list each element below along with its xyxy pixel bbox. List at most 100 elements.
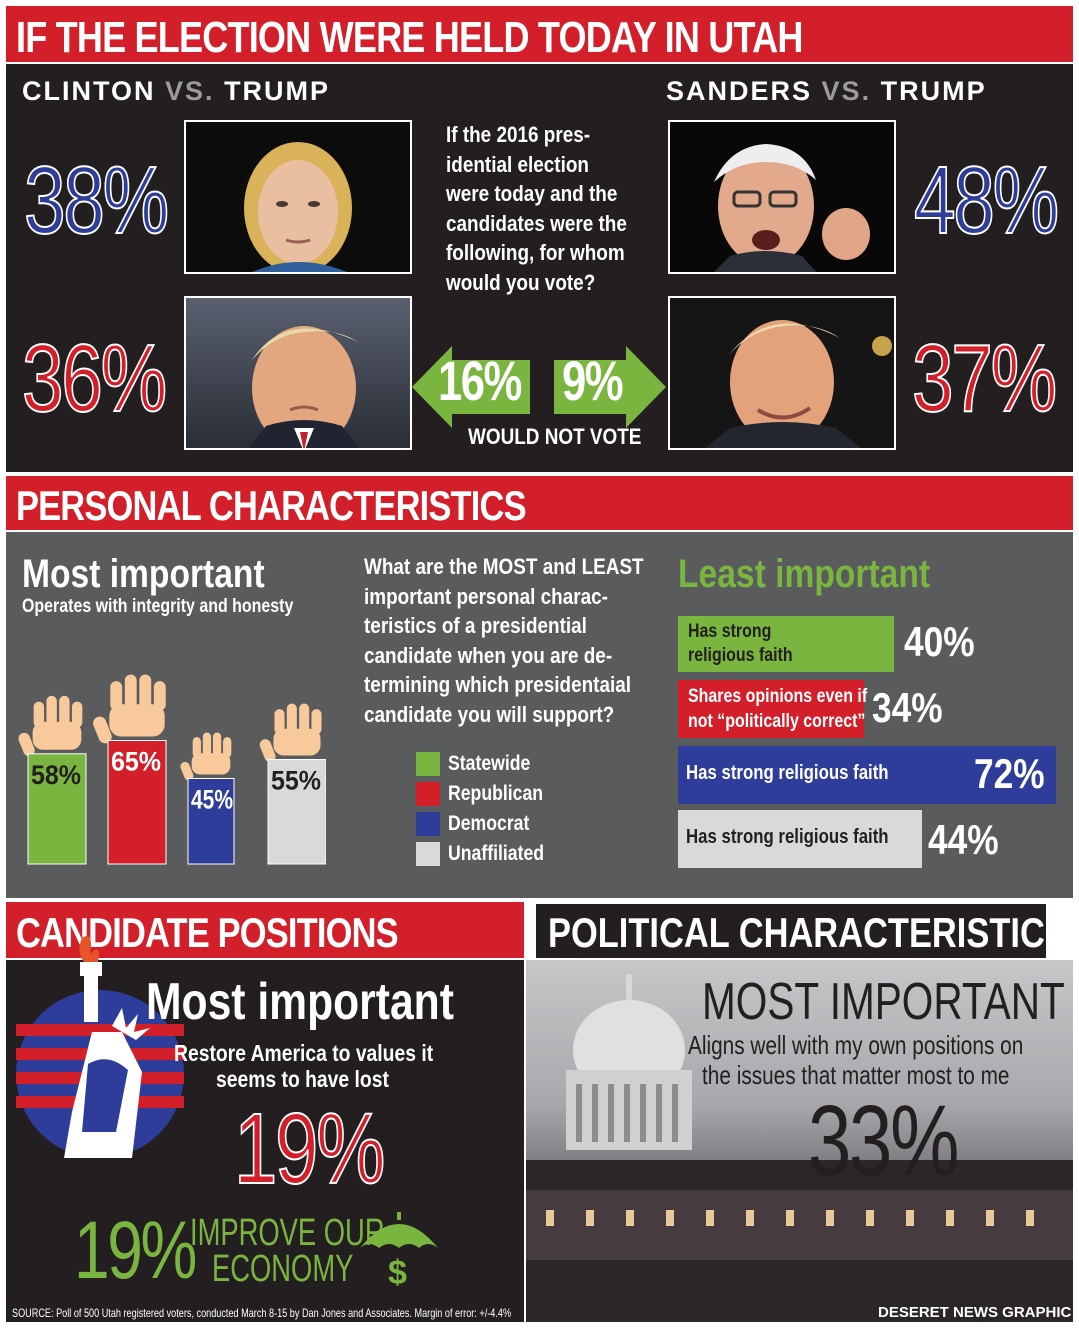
bar-value-label: 65%	[111, 747, 161, 777]
least-bar-label: Has strong religious faith	[686, 762, 889, 784]
question-line: candidate when you are de-	[364, 642, 613, 668]
legend-label: Democrat	[448, 812, 530, 835]
source-note: SOURCE: Poll of 500 Utah registered vote…	[12, 1306, 512, 1320]
question-line: teristics of a presidential	[364, 613, 587, 638]
political-percent: 33%	[808, 1085, 959, 1197]
question-line: were today and the	[446, 181, 618, 206]
sanders-percent: 48%	[913, 146, 1060, 255]
left-matchup-title: CLINTON VS. TRUMP	[22, 76, 330, 107]
would-not-vote-label: WOULD NOT VOTE	[468, 424, 642, 449]
question-line: What are the MOST and LEAST	[364, 554, 644, 579]
political-most-title: MOST IMPORTANT	[702, 973, 1065, 1031]
section4-banner: POLITICAL CHARACTERISTIC	[526, 902, 1073, 958]
statue-of-liberty-icon	[16, 936, 184, 1158]
right-matchup-title: SANDERS VS. TRUMP	[666, 76, 987, 107]
section2-panel: Most important Operates with integrity a…	[6, 532, 1073, 898]
bar-democrat	[187, 778, 235, 865]
legend-label: Republican	[448, 782, 544, 805]
question-line: candidates were the	[446, 210, 627, 236]
least-bar-label-line: Shares opinions even if	[688, 686, 868, 707]
would-not-vote-left-arrow	[412, 346, 530, 428]
least-bar-3-value: 72%	[974, 750, 1045, 797]
section4-bar	[536, 904, 1046, 958]
right-candidate-a: SANDERS	[666, 76, 813, 106]
bar-value-label: 58%	[31, 760, 81, 790]
umbrella-dollar-icon: $	[360, 1212, 438, 1286]
question-line: idential election	[446, 151, 589, 177]
economy-percent: 19%	[74, 1205, 197, 1296]
clinton-percent: 38%	[23, 146, 170, 255]
hand-icon	[180, 732, 232, 781]
section1-question: If the 2016 pres- idential election were…	[446, 120, 627, 297]
question-line: following, for whom	[446, 240, 625, 265]
least-bar-1-value: 40%	[904, 618, 975, 665]
legend-swatch	[416, 812, 440, 836]
hand-icon	[259, 703, 322, 762]
right-candidate-b: TRUMP	[880, 76, 987, 106]
least-bar-label-line: Has strong	[688, 621, 772, 642]
question-line: important personal charac-	[364, 583, 608, 609]
would-not-vote-right-arrow	[554, 346, 666, 428]
right-vs: VS.	[821, 76, 872, 106]
section1-title: IF THE ELECTION WERE HELD TODAY IN UTAH	[16, 13, 803, 62]
legend-label: Unaffiliated	[448, 842, 545, 865]
would-not-vote-right-percent: 9%	[562, 349, 624, 412]
section1-banner: IF THE ELECTION WERE HELD TODAY IN UTAH	[6, 6, 1073, 62]
bar-value-label: 55%	[271, 766, 321, 796]
least-bar-label-line: not “politically correct”	[688, 711, 866, 732]
section1-panel: CLINTON VS. TRUMP SANDERS VS. TRUMP 38% …	[6, 64, 1073, 472]
least-bar-4-value: 44%	[928, 816, 999, 863]
bar-statewide	[27, 753, 87, 865]
restore-percent: 19%	[233, 1092, 386, 1206]
least-bar-2: Shares opinions even if not “politically…	[678, 680, 867, 738]
most-important-subtitle: Operates with integrity and honesty	[22, 596, 294, 617]
hand-icon	[18, 695, 83, 757]
bar-unaffiliated	[267, 759, 326, 865]
trump-photo-left	[184, 296, 412, 450]
hand-icon	[93, 674, 166, 744]
most-important-bar-chart: 58% 65% 45% 55%	[18, 674, 326, 865]
left-candidate-b: TRUMP	[224, 76, 331, 106]
question-line: would you vote?	[446, 269, 596, 295]
trump-vs-clinton-percent: 36%	[21, 324, 168, 433]
section2-title: PERSONAL CHARACTERISTICS	[16, 482, 527, 529]
left-vs: VS.	[165, 76, 215, 106]
section3-banner: CANDIDATE POSITIONS	[6, 902, 524, 958]
trump-vs-sanders-percent: 37%	[911, 324, 1058, 433]
question-line: termining which presidentaial	[364, 672, 632, 697]
section2-banner: PERSONAL CHARACTERISTICS	[6, 476, 1073, 530]
least-bar-2-value: 34%	[872, 684, 943, 731]
section2-question: What are the MOST and LEAST important pe…	[364, 552, 644, 729]
economy-line-2: ECONOMY	[212, 1248, 354, 1290]
political-line-2: the issues that matter most to me	[702, 1060, 1010, 1090]
least-important-title: Least important	[678, 552, 931, 596]
least-bar-label-line: religious faith	[688, 645, 793, 666]
most-important-title: Most important	[22, 552, 265, 596]
restore-line-2: seems to have lost	[216, 1066, 389, 1092]
section4-panel: MOST IMPORTANT Aligns well with my own p…	[526, 960, 1073, 1322]
economy-line-1: IMPROVE OUR	[190, 1212, 385, 1254]
least-bar-label: Has strong religious faith	[688, 620, 793, 668]
legend-label: Statewide	[448, 752, 531, 775]
legend-swatch	[416, 752, 440, 776]
least-bar-label: Has strong religious faith	[686, 826, 889, 848]
restore-line-1: Restore America to values it	[174, 1040, 434, 1066]
would-not-vote-left-percent: 16%	[438, 349, 522, 412]
section3-panel: Most important Restore America to values…	[6, 936, 524, 1322]
least-bar-1: Has strong religious faith	[678, 616, 894, 672]
legend-swatch	[416, 842, 440, 866]
trump-photo-right	[668, 296, 896, 450]
least-bar-label: Shares opinions even if not “politically…	[688, 684, 867, 734]
clinton-photo	[184, 120, 412, 274]
least-bar-4: Has strong religious faith	[678, 810, 922, 868]
left-candidate-a: CLINTON	[22, 76, 156, 106]
question-line: If the 2016 pres-	[446, 122, 591, 147]
sanders-photo	[668, 120, 896, 274]
political-line-1: Aligns well with my own positions on	[688, 1030, 1024, 1060]
bar-republican	[107, 740, 167, 865]
least-bar-3: Has strong religious faith 72%	[678, 746, 1056, 804]
section4-title: POLITICAL CHARACTERISTIC	[548, 909, 1045, 956]
question-line: candidate you will support?	[364, 701, 615, 727]
candidate-positions-most-title: Most important	[146, 973, 454, 1031]
capitol-building-image	[526, 974, 1073, 1322]
